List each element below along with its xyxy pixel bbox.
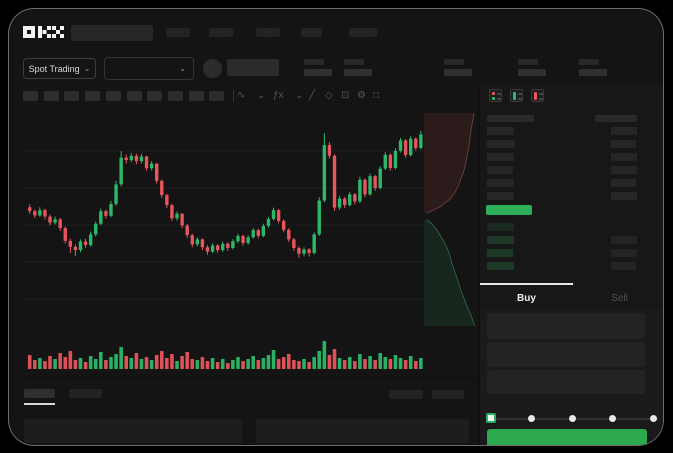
ask-price-bar [487,179,514,187]
ask-price-bar [487,166,513,174]
slider-stop[interactable] [649,415,657,422]
bid-amount-bar [611,236,637,244]
nav-item[interactable] [166,28,190,37]
compare-icon[interactable]: ◇ [325,90,333,101]
nav-item[interactable] [349,28,377,37]
bottom-tab-active[interactable] [24,389,55,398]
ticker-stat [304,59,334,81]
bid-row[interactable] [480,223,663,233]
bottom-input-panel[interactable] [24,419,242,443]
timeframe-button[interactable] [209,91,225,101]
settings-icon[interactable]: ⚙ [357,90,366,101]
bid-price-bar [487,223,514,231]
ask-row[interactable] [480,179,663,189]
chevron-down-icon[interactable]: ⌄ [257,90,266,101]
market-type-label: Spot Trading [28,63,80,74]
indicators-icon[interactable]: ƒx [273,90,284,101]
bid-row[interactable] [480,249,663,259]
ob-header-price [487,115,534,122]
chevron-down-icon: ⌄ [83,63,91,73]
timeframe-button[interactable] [167,91,183,101]
draw-line-icon[interactable]: ╱ [309,90,316,101]
price-field[interactable] [487,313,645,339]
bottom-action[interactable] [389,390,423,399]
chevron-down-icon: ⌄ [179,64,186,73]
nav-item[interactable] [256,28,280,37]
ask-price-bar [487,192,514,200]
bid-price-bar [487,236,514,244]
ask-price-bar [487,140,515,148]
trade-tabs: Buy Sell [480,284,663,310]
ticker-stat [444,59,474,81]
active-tab-indicator [480,283,573,285]
book-bids-icon[interactable] [510,89,523,102]
ask-amount-bar [611,127,637,135]
timeframe-button[interactable] [105,91,121,101]
timeframe-button[interactable] [64,91,80,101]
amount-field[interactable] [487,342,645,367]
timeframe-button[interactable] [23,91,38,101]
candle-style-icon[interactable]: ∿ [237,90,246,101]
ask-amount-bar [611,192,637,200]
bid-price-bar [487,249,513,257]
chevron-down-icon[interactable]: ⌄ [295,90,304,101]
tab-sell[interactable]: Sell [611,293,628,304]
pane-divider [21,377,478,378]
ask-row[interactable] [480,166,663,176]
ask-amount-bar [611,166,637,174]
last-price-placeholder [227,59,279,76]
ask-row[interactable] [480,127,663,137]
ticker-stat [579,59,609,81]
bid-amount-bar [611,249,637,257]
search-bar[interactable] [71,25,153,41]
timeframe-button[interactable] [126,91,142,101]
bid-row[interactable] [480,236,663,246]
slider-handle[interactable] [486,413,496,423]
ask-price-bar [487,127,514,135]
price-chart[interactable] [21,111,478,377]
timeframe-button[interactable] [147,91,163,101]
ticker-stat [518,59,548,81]
ask-amount-bar [611,140,636,148]
bid-price-bar [487,262,514,270]
market-type-selector[interactable]: Spot Trading ⌄ [23,58,96,79]
slider-stop[interactable] [568,415,576,422]
bottom-action[interactable] [432,390,464,399]
book-asks-icon[interactable] [531,89,544,102]
screenshot-icon[interactable]: ⊡ [341,90,350,101]
bid-amount-bar [611,262,636,270]
ask-row[interactable] [480,140,663,150]
pair-selector[interactable]: ⌄ [104,57,194,80]
bottom-tab-indicator [24,403,55,405]
bottom-input-panel[interactable] [256,419,469,443]
nav-item[interactable] [209,28,233,37]
timeframe-button[interactable] [85,91,101,101]
total-field[interactable] [487,370,645,394]
book-combined-icon[interactable] [489,89,502,102]
okx-logo [23,26,64,38]
slider-stop[interactable] [609,415,616,422]
slider-stop[interactable] [528,415,535,422]
timeframe-button[interactable] [43,91,59,101]
timeframe-button[interactable] [188,91,204,101]
ask-row[interactable] [480,153,663,163]
app-window: Spot Trading ⌄ ⌄ ∿ ⌄ ƒx ⌄ ╱ ◇ ⊡ ⚙ □ Buy Sell [8,8,664,446]
ask-amount-bar [611,179,636,187]
buy-submit-button[interactable] [487,429,647,445]
ask-price-bar [487,153,514,161]
ask-amount-bar [611,153,637,161]
tab-buy[interactable]: Buy [517,293,536,304]
ob-header-amount [595,115,637,122]
fullscreen-icon[interactable]: □ [373,90,380,101]
last-price-bar[interactable] [486,205,532,215]
pair-icon [203,59,222,78]
ask-row[interactable] [480,192,663,202]
bid-row[interactable] [480,262,663,272]
nav-item[interactable] [301,28,322,37]
order-book-panel: Buy Sell [479,86,663,445]
ticker-stat [344,59,374,81]
order-form [480,310,663,445]
bottom-tab[interactable] [69,389,102,398]
